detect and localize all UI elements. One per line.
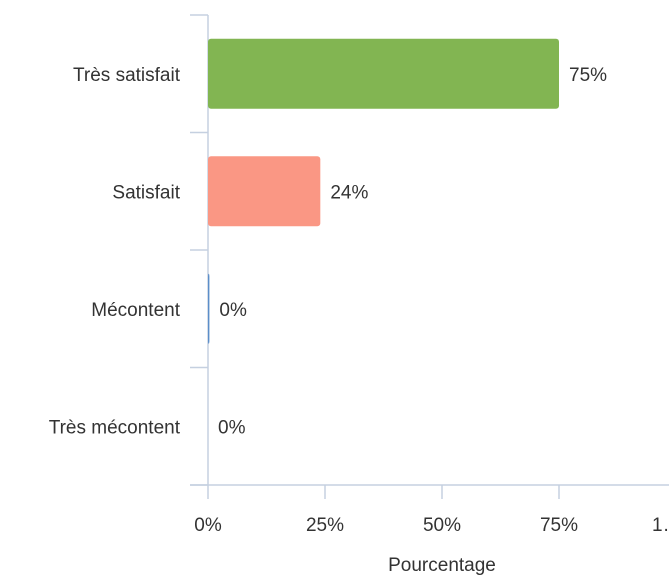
x-tick-label: 50% xyxy=(422,515,462,536)
bar xyxy=(208,273,210,344)
bar xyxy=(208,156,321,227)
y-tick-label: Très satisfait xyxy=(73,65,181,86)
value-label: 0% xyxy=(219,300,247,321)
value-label: 0% xyxy=(218,417,246,438)
x-tick-label: 75% xyxy=(539,515,579,536)
y-tick-label: Très mécontent xyxy=(49,417,181,438)
y-tick-label: Satisfait xyxy=(112,182,180,203)
value-label: 75% xyxy=(569,65,607,86)
x-tick-label: 0% xyxy=(194,515,222,536)
bar xyxy=(208,38,559,109)
x-tick-label: 25% xyxy=(305,515,345,536)
y-tick-label: Mécontent xyxy=(91,300,180,321)
x-axis-title: Pourcentage xyxy=(388,555,496,576)
x-tick-label: 100% xyxy=(652,515,669,536)
value-label: 24% xyxy=(330,182,368,203)
